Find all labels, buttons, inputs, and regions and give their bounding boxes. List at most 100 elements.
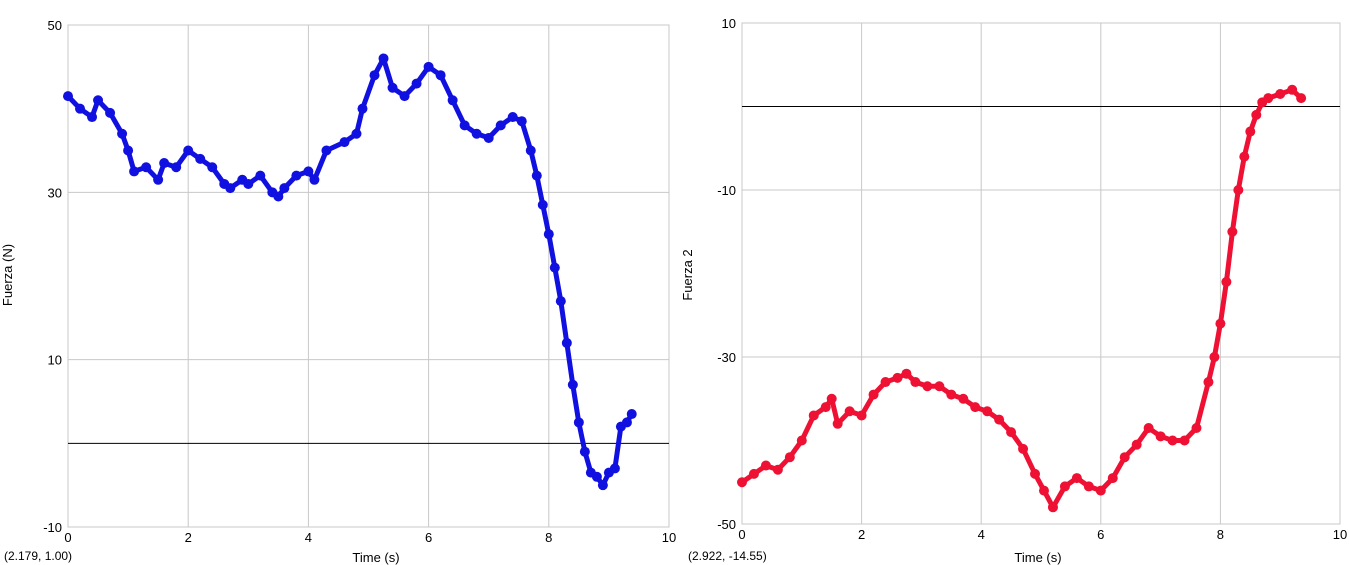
data-point [321,145,332,156]
data-point [105,107,116,118]
y-tick-label: 30 [48,185,62,200]
plot-frame [67,24,670,528]
data-point [561,337,572,348]
y-tick-label: -10 [717,183,736,198]
data-point [1155,431,1166,442]
data-point [579,446,590,457]
data-point [255,170,266,181]
right-chart-panel: 0 2 4 6 8 10 -50 -30 -10 10 Time (s) Fuerza 2 (2.… [680,0,1349,565]
data-point [537,199,548,210]
data-point [609,463,620,474]
x-tick-label: 2 [858,527,865,542]
data-point [970,402,981,413]
tick-labels: 0 2 4 6 8 10 -10 10 30 50 [43,18,676,545]
data-point [784,452,795,463]
data-point [856,410,867,421]
data-point [958,393,969,404]
y-tick-label: 10 [48,353,62,368]
data-point [309,174,320,185]
data-point [195,153,206,164]
y-tick-label: 10 [722,16,736,31]
data-point [351,128,362,139]
data-point [1245,126,1256,137]
data-point [1251,109,1262,120]
data-point [516,116,527,127]
x-tick-label: 2 [185,530,192,545]
data-point [435,70,446,81]
data-point [1239,151,1250,162]
data-point [507,112,518,123]
x-tick-label: 0 [64,530,71,545]
data-point [369,70,380,81]
data-point [1038,485,1049,496]
data-point [87,112,98,123]
data-point [1233,185,1244,195]
y-axis-label: Fuerza 2 [680,249,695,300]
y-tick-label: 50 [48,18,62,33]
data-point [832,418,843,429]
data-point [1059,481,1070,492]
data-point [1221,276,1232,287]
plot-border [67,24,670,528]
data-point [1071,473,1082,484]
x-tick-label: 8 [545,530,552,545]
grid-lines [67,24,670,528]
data-point [808,410,819,421]
data-point [982,406,993,417]
data-point [399,91,410,102]
data-point [339,137,350,148]
data-point [737,477,747,488]
x-tick-label: 0 [738,527,745,542]
data-point [531,170,542,181]
data-point [447,95,458,106]
data-point [387,82,398,93]
data-point [378,53,389,64]
data-series [63,53,637,491]
data-point [1209,352,1220,362]
x-tick-label: 10 [1333,527,1347,542]
x-tick-label: 6 [1097,527,1104,542]
data-point [423,61,434,72]
x-tick-label: 10 [662,530,676,545]
data-point [123,145,134,156]
data-point [1143,422,1154,433]
data-point [303,166,314,177]
data-point [243,178,254,189]
x-tick-label: 6 [425,530,432,545]
y-tick-label: -30 [717,350,736,365]
data-point [525,145,536,156]
data-point [868,389,879,400]
cursor-readout: (2.922, -14.55) [688,549,767,563]
data-point [597,480,608,491]
data-point [1131,439,1142,450]
data-point [171,162,182,173]
data-point [279,183,290,194]
data-point [75,103,86,114]
data-point [93,95,104,106]
data-point [159,158,170,169]
y-tick-label: -10 [43,520,62,535]
data-point [772,464,783,475]
data-point [1006,427,1017,438]
data-point [1179,435,1190,446]
data-point [892,372,903,383]
data-point [1119,452,1130,463]
data-point [826,393,837,404]
data-point [483,132,494,143]
data-point [471,128,482,139]
force-chart-left: 0 2 4 6 8 10 -10 10 30 50 Time (s) Fuerza (N) (2.… [0,18,676,565]
data-point [549,262,560,273]
data-point [626,409,637,420]
x-axis-label: Time (s) [352,550,399,565]
x-tick-label: 4 [305,530,312,545]
tick-labels: 0 2 4 6 8 10 -50 -30 -10 10 [717,16,1347,542]
data-point [994,414,1005,425]
data-point [567,379,578,390]
x-tick-label: 4 [978,527,985,542]
data-point [357,103,368,114]
data-point [543,229,554,240]
force-chart-right: 0 2 4 6 8 10 -50 -30 -10 10 Time (s) Fuerza 2 (2.… [680,16,1347,565]
data-point [748,468,759,479]
data-point [934,381,945,392]
data-point [880,377,891,388]
